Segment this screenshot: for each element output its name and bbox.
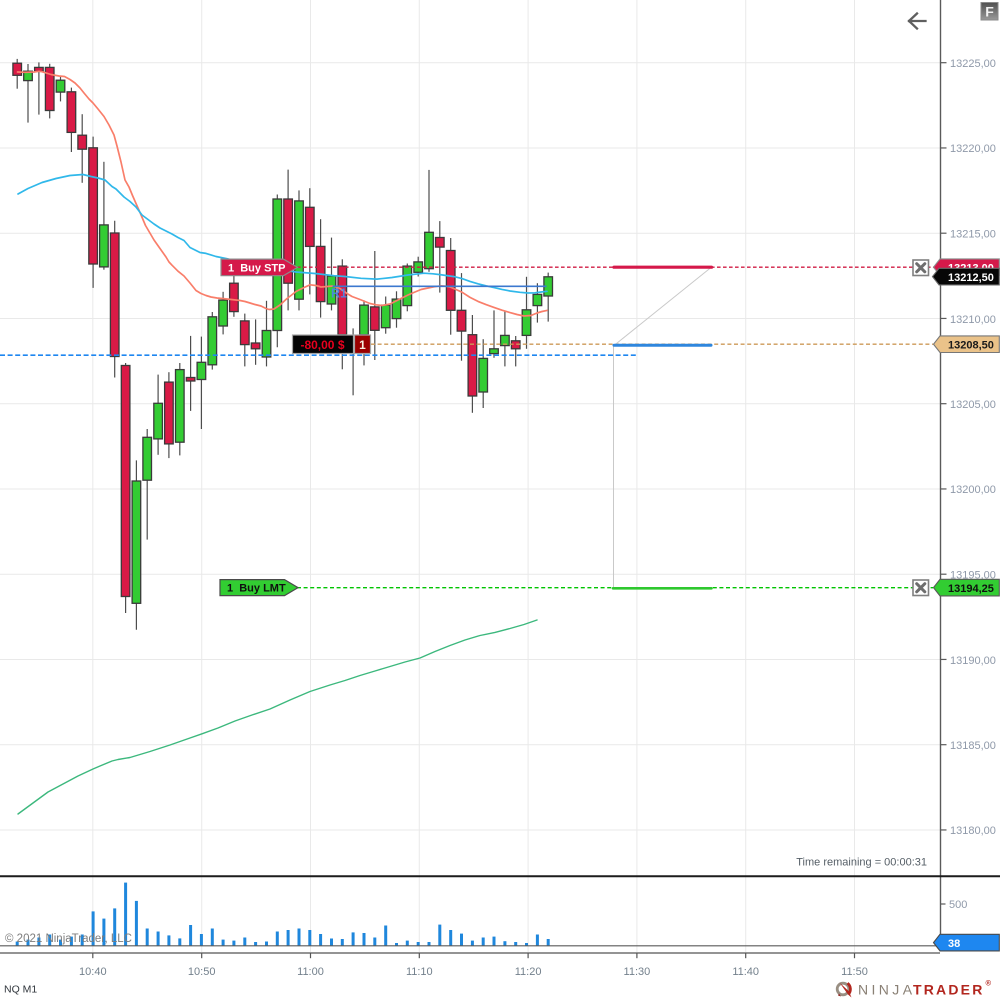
svg-text:13180,00: 13180,00 (950, 825, 996, 837)
svg-text:R1: R1 (331, 286, 347, 300)
svg-text:F: F (985, 4, 994, 20)
svg-text:®: ® (986, 979, 992, 988)
svg-text:10:40: 10:40 (79, 966, 107, 978)
svg-text:1: 1 (359, 338, 366, 352)
svg-text:13210,00: 13210,00 (950, 314, 996, 326)
svg-text:13200,00: 13200,00 (950, 484, 996, 496)
svg-text:Time remaining = 00:00:31: Time remaining = 00:00:31 (796, 856, 927, 868)
svg-text:13194,25: 13194,25 (948, 583, 994, 595)
svg-text:11:30: 11:30 (624, 966, 651, 978)
svg-text:11:40: 11:40 (732, 966, 759, 978)
svg-text:11:10: 11:10 (406, 966, 433, 978)
svg-text:11:20: 11:20 (515, 966, 542, 978)
svg-text:13190,00: 13190,00 (950, 655, 996, 667)
svg-text:13215,00: 13215,00 (950, 229, 996, 241)
svg-text:13185,00: 13185,00 (950, 740, 996, 752)
svg-text:13220,00: 13220,00 (950, 143, 996, 155)
svg-text:10:50: 10:50 (188, 966, 216, 978)
svg-text:13205,00: 13205,00 (950, 399, 996, 411)
svg-text:1 Buy LMT: 1 Buy LMT (227, 583, 286, 595)
svg-text:1 Buy STP: 1 Buy STP (228, 262, 285, 274)
svg-text:13225,00: 13225,00 (950, 58, 996, 70)
svg-text:11:00: 11:00 (297, 966, 324, 978)
svg-text:TRADER: TRADER (913, 981, 985, 997)
svg-text:11:50: 11:50 (841, 966, 868, 978)
svg-text:13212,50: 13212,50 (948, 272, 994, 284)
svg-text:© 2021 NinjaTrader, LLC: © 2021 NinjaTrader, LLC (5, 933, 132, 945)
svg-text:13208,50: 13208,50 (948, 339, 994, 351)
svg-text:13195,00: 13195,00 (950, 570, 996, 582)
svg-text:NINJA: NINJA (858, 981, 915, 997)
svg-text:38: 38 (948, 938, 960, 950)
svg-text:-80,00 $: -80,00 $ (300, 338, 344, 352)
svg-text:500: 500 (949, 899, 967, 911)
svg-text:NQ M1: NQ M1 (4, 984, 37, 996)
